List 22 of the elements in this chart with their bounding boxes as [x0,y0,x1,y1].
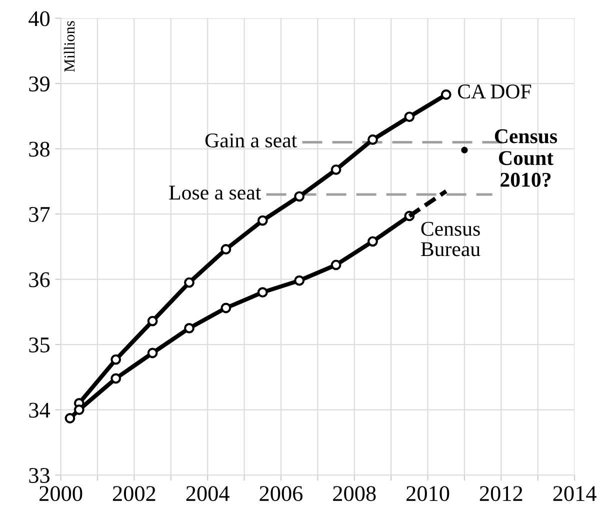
x-tick-label: 2010 [406,486,450,502]
y-tick-label: 33 [29,468,50,483]
x-tick-label: 2000 [40,486,82,502]
x-tick-label: 2012 [480,486,522,502]
series-label: CA DOF [458,84,532,99]
y-tick-label: 40 [28,11,50,26]
series-label: Census Bureau [421,222,480,256]
ref-line-label: Gain a seat [205,133,298,148]
x-tick-label: 2004 [186,486,230,502]
annotation: Census Count 2010? [494,129,558,187]
y-tick-label: 36 [29,272,50,288]
x-tick-label: 2014 [553,486,596,502]
x-tick-label: 2008 [333,486,376,502]
ref-line-label: Lose a seat [169,186,262,200]
y-tick-label: 39 [29,76,50,92]
y-tick-label: 37 [29,207,50,222]
y-axis-title: Millions [64,21,75,72]
y-tick-label: 35 [29,338,50,352]
y-tick-label: 34 [29,402,50,418]
y-tick-label: 38 [29,142,50,157]
x-tick-label: 2006 [260,486,303,502]
x-tick-label: 2002 [112,486,156,502]
